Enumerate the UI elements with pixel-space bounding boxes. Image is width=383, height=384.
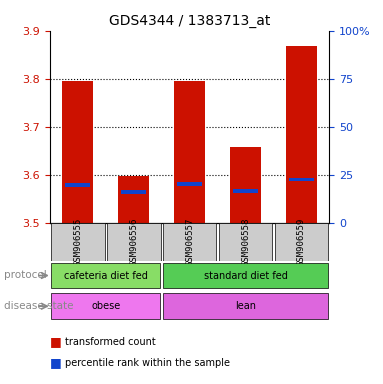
FancyBboxPatch shape: [51, 293, 160, 319]
FancyBboxPatch shape: [219, 223, 272, 261]
Text: GSM906558: GSM906558: [241, 218, 250, 266]
Text: ■: ■: [50, 356, 62, 369]
Text: disease state: disease state: [4, 301, 73, 311]
FancyBboxPatch shape: [107, 223, 160, 261]
FancyBboxPatch shape: [163, 263, 328, 288]
Text: lean: lean: [235, 301, 256, 311]
Bar: [233, 189, 258, 193]
FancyBboxPatch shape: [275, 223, 328, 261]
Bar: [118, 176, 149, 223]
Bar: [289, 178, 314, 182]
Text: GSM906559: GSM906559: [297, 218, 306, 266]
Bar: [121, 190, 146, 194]
Text: protocol: protocol: [4, 270, 47, 280]
Title: GDS4344 / 1383713_at: GDS4344 / 1383713_at: [109, 14, 270, 28]
Bar: [177, 182, 202, 186]
Text: percentile rank within the sample: percentile rank within the sample: [65, 358, 230, 368]
FancyBboxPatch shape: [163, 223, 216, 261]
Text: GSM906556: GSM906556: [129, 218, 138, 266]
Text: obese: obese: [91, 301, 120, 311]
FancyBboxPatch shape: [51, 263, 160, 288]
FancyBboxPatch shape: [163, 293, 328, 319]
Text: GSM906555: GSM906555: [73, 218, 82, 266]
Bar: [65, 184, 90, 187]
FancyBboxPatch shape: [51, 223, 105, 261]
Bar: [174, 81, 205, 223]
Bar: [286, 46, 317, 223]
Text: standard diet fed: standard diet fed: [204, 270, 287, 281]
Text: GSM906557: GSM906557: [185, 218, 194, 266]
Text: cafeteria diet fed: cafeteria diet fed: [64, 270, 147, 281]
Bar: [62, 81, 93, 223]
Text: ■: ■: [50, 335, 62, 348]
Text: transformed count: transformed count: [65, 337, 156, 347]
Bar: [230, 147, 261, 223]
